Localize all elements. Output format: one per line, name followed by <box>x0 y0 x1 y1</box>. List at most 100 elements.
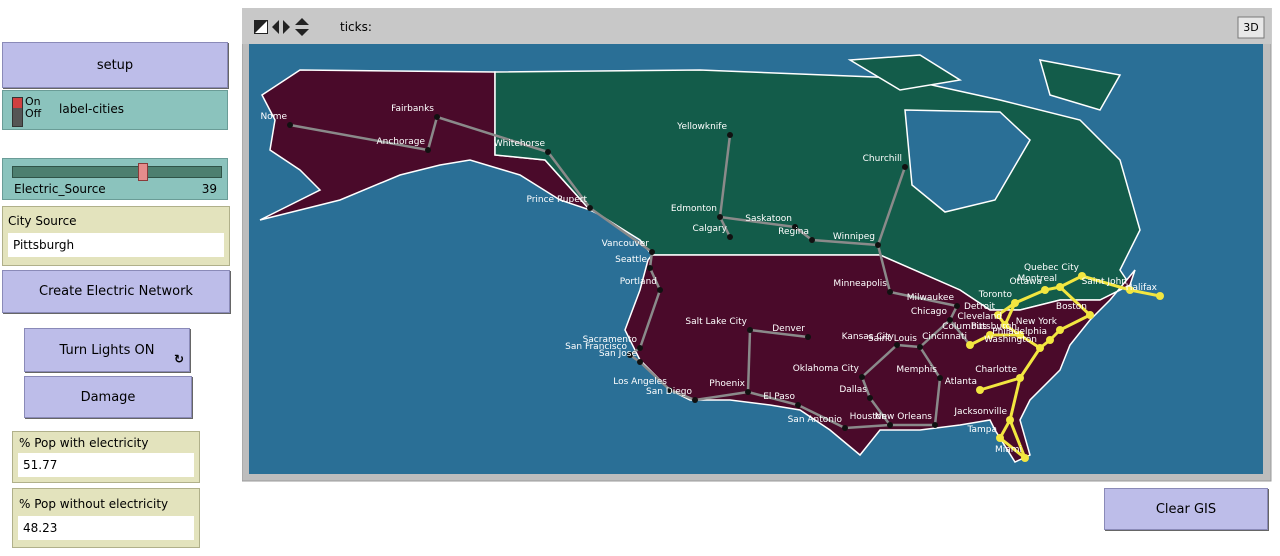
power-line <box>811 238 879 247</box>
lights-button[interactable]: Turn Lights ON ↻ <box>24 328 190 372</box>
city <box>1086 311 1094 319</box>
city <box>1046 336 1054 344</box>
city <box>692 397 698 403</box>
city <box>434 114 440 120</box>
city-label: Boston <box>1056 302 1087 312</box>
power-line <box>718 134 732 218</box>
city-label: San Jose <box>599 349 638 359</box>
city-label: Saint John <box>1082 277 1127 287</box>
clear-gis-button[interactable]: Clear GIS <box>1104 488 1268 530</box>
city <box>902 164 908 170</box>
city-label: Portland <box>620 277 657 287</box>
city-label: Jacksonville <box>953 407 1007 417</box>
city <box>657 287 663 293</box>
damage-button[interactable]: Damage <box>24 376 192 418</box>
power-line <box>694 390 749 402</box>
city-label: Chicago <box>911 307 948 317</box>
power-line <box>876 166 907 246</box>
city-label: Detroit <box>964 302 996 312</box>
city <box>805 334 811 340</box>
city-label: Churchill <box>863 154 902 164</box>
city <box>894 342 900 348</box>
city-label: Quebec City <box>1024 263 1080 273</box>
city <box>627 352 633 358</box>
city <box>994 311 1002 319</box>
island <box>847 54 963 91</box>
city-label: Winnipeg <box>833 232 875 242</box>
city <box>1126 286 1134 294</box>
city-label: Edmonton <box>671 204 717 214</box>
create-network-button[interactable]: Create Electric Network <box>2 270 230 313</box>
city <box>1056 326 1064 334</box>
electric-source-slider[interactable]: Electric_Source 39 <box>2 158 228 200</box>
power-line <box>794 226 813 241</box>
setup-button[interactable]: setup <box>2 42 228 88</box>
lit-power-line <box>1058 285 1092 317</box>
monitor-label: % Pop with electricity <box>19 436 149 450</box>
city <box>996 434 1004 442</box>
lit-power-line <box>1018 347 1042 379</box>
city <box>842 425 848 431</box>
city <box>1021 454 1029 462</box>
city <box>966 341 974 349</box>
city-source-input: City Source Pittsburgh <box>2 206 230 266</box>
city-label: San Antonio <box>788 415 843 425</box>
city <box>1036 344 1044 352</box>
power-line <box>547 151 591 209</box>
city-label: Montreal <box>1017 274 1057 284</box>
city <box>425 147 431 153</box>
monitor-field: 48.23 <box>18 516 194 540</box>
city <box>287 122 293 128</box>
3d-button[interactable] <box>1237 16 1265 39</box>
slider-thumb <box>138 163 148 181</box>
lit-power-line <box>1008 419 1027 459</box>
slider-track <box>12 166 222 178</box>
city-label: Prince Rupert <box>526 195 587 205</box>
forever-icon: ↻ <box>173 352 184 366</box>
power-line <box>860 376 872 399</box>
3d-label: 3D <box>1243 21 1258 34</box>
city <box>637 345 643 351</box>
city-label: Saint Louis <box>868 334 917 344</box>
input-field[interactable]: Pittsburgh <box>8 233 224 257</box>
switch-knob <box>13 98 22 108</box>
toolbar-icon <box>272 20 290 34</box>
city <box>647 265 653 271</box>
switch-track <box>12 97 23 127</box>
network: Nome Fairbanks Anchorage Whitehorse Prince R… <box>260 104 1164 462</box>
city <box>887 422 893 428</box>
city <box>954 303 960 309</box>
button-label: Create Electric Network <box>39 284 193 299</box>
city-label: Atlanta <box>945 377 977 387</box>
power-line <box>797 403 846 430</box>
power-line <box>648 267 662 291</box>
power-line <box>747 390 799 407</box>
ticks-label: ticks: <box>340 20 372 34</box>
city <box>859 374 865 380</box>
city <box>932 422 938 428</box>
without-monitor: % Pop without electricity 48.23 <box>12 488 200 548</box>
city <box>1016 331 1024 339</box>
city <box>745 389 751 395</box>
city-label: Sacramento <box>583 335 638 345</box>
lit-power-line <box>1014 288 1046 305</box>
label-cities-switch[interactable]: On Off label-cities <box>2 90 228 130</box>
switch-off: Off <box>25 107 42 120</box>
lit-power-line <box>1129 288 1161 298</box>
city-label: Columbus <box>942 322 987 332</box>
lit-power-line <box>1008 377 1022 421</box>
city <box>795 402 801 408</box>
city-label: Saskatoon <box>745 214 792 224</box>
city-label: Calgary <box>692 224 727 234</box>
city <box>976 386 984 394</box>
city-label: Philadelphia <box>992 327 1047 337</box>
power-line <box>589 206 653 254</box>
power-line <box>289 123 429 152</box>
city <box>1006 416 1014 424</box>
power-line <box>436 115 549 154</box>
city-label: Yellowknife <box>676 122 727 132</box>
city-label: New Orleans <box>875 412 933 422</box>
monitor-label: % Pop without electricity <box>19 497 169 511</box>
city <box>1156 292 1164 300</box>
